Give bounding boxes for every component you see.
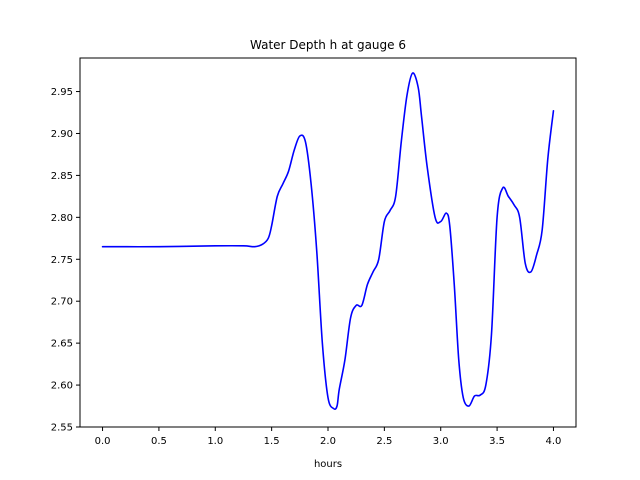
x-tick-label: 0.0 (95, 436, 111, 447)
x-tick-label: 1.5 (264, 436, 280, 447)
y-tick-label: 2.60 (51, 381, 73, 392)
chart-title: Water Depth h at gauge 6 (250, 38, 406, 52)
series-line (101, 72, 555, 411)
x-tick-label: 4.0 (546, 436, 562, 447)
y-tick-label: 2.95 (51, 87, 73, 98)
y-tick-label: 2.70 (51, 297, 73, 308)
x-tick-label: 3.0 (433, 436, 449, 447)
x-axis-label: hours (314, 459, 342, 470)
plot-frame (79, 57, 577, 428)
x-tick-label: 3.5 (489, 436, 505, 447)
x-tick-label: 2.0 (320, 436, 336, 447)
y-axis: 2.55 2.60 2.65 2.70 2.75 2.80 2.85 2.90 2.95 (51, 87, 80, 434)
y-tick-label: 2.65 (51, 339, 73, 350)
y-tick-label: 2.85 (51, 171, 73, 182)
y-tick-label: 2.90 (51, 129, 73, 140)
x-tick-label: 2.5 (376, 436, 392, 447)
y-tick-label: 2.55 (51, 423, 73, 434)
x-axis: 0.0 0.5 1.0 1.5 2.0 2.5 3.0 3.5 4.0 (95, 427, 562, 447)
x-tick-label: 0.5 (151, 436, 167, 447)
y-tick-label: 2.80 (51, 213, 73, 224)
y-tick-label: 2.75 (51, 255, 73, 266)
x-tick-label: 1.0 (207, 436, 223, 447)
